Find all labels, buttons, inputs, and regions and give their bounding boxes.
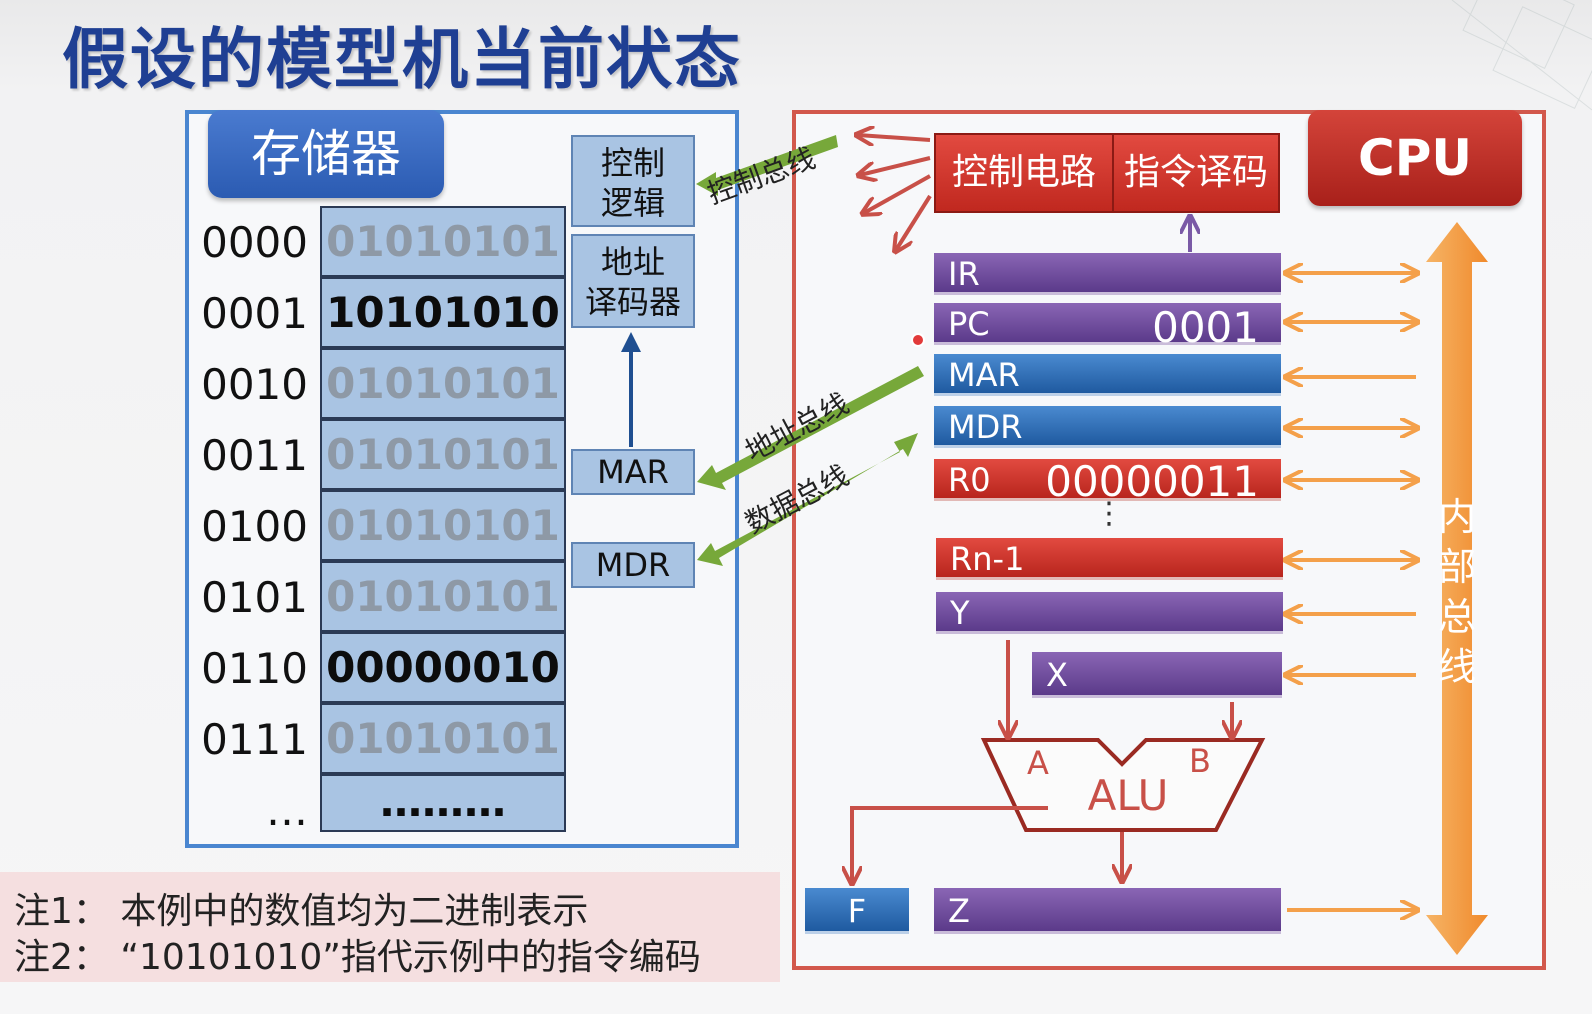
memory-cell: 01010101 — [320, 206, 566, 277]
internal-bus-label-3: 总 — [1438, 595, 1476, 639]
control-signal-arrows — [858, 135, 932, 250]
register-r0: R0 00000011 — [934, 457, 1281, 506]
alu-datapath-arrows — [852, 640, 1232, 882]
memory-cell: 00000010 — [320, 632, 566, 703]
memory-cell: 01010101 — [320, 703, 566, 774]
memory-address: 0111 — [201, 715, 308, 764]
address-decoder-line2: 译码器 — [584, 283, 681, 321]
register-x-name: X — [1046, 656, 1068, 694]
internal-bus-label-1: 内 — [1438, 495, 1476, 539]
register-ellipsis: ⋮ — [1094, 496, 1124, 531]
internal-bus-label-2: 部 — [1438, 545, 1476, 589]
address-decoder-line1: 地址 — [600, 243, 665, 281]
memory-cell: 01010101 — [320, 348, 566, 419]
register-x: X — [1032, 652, 1282, 698]
register-r0-name: R0 — [948, 461, 991, 499]
register-rn-1: Rn-1 — [936, 538, 1283, 580]
address-bus-label: 地址总线 — [740, 386, 854, 468]
register-pc-name: PC — [948, 305, 990, 343]
register-mar: MAR — [934, 354, 1281, 396]
control-bus-arrow — [696, 135, 838, 196]
internal-bus — [1426, 222, 1488, 955]
memory-address: 0001 — [201, 289, 308, 338]
decorative-corner-graphic — [1451, 0, 1592, 111]
alu-input-a-label: A — [1027, 744, 1049, 782]
data-bus-arrow — [697, 433, 918, 566]
register-ir-name: IR — [948, 255, 980, 293]
memory-mar-box: MAR — [571, 449, 695, 495]
memory-address: 0101 — [201, 573, 308, 622]
data-bus-label: 数据总线 — [740, 458, 854, 540]
internal-bus-label-4: 线 — [1438, 645, 1476, 689]
register-pc: PC 0001 — [934, 303, 1281, 349]
register-z: Z — [934, 888, 1281, 934]
memory-cell: 10101010 — [320, 277, 566, 348]
memory-mdr-box: MDR — [571, 542, 695, 588]
pointer-dot — [911, 333, 925, 347]
register-y: Y — [936, 592, 1283, 634]
control-bus-label: 控制总线 — [703, 141, 820, 210]
register-y-name: Y — [950, 594, 970, 632]
control-logic-line2: 逻辑 — [600, 184, 665, 222]
cpu-label: CPU — [1308, 110, 1522, 206]
note-1: 注1： 本例中的数值均为二进制表示 — [14, 891, 589, 932]
memory-cell: 01010101 — [320, 419, 566, 490]
memory-cell: 01010101 — [320, 561, 566, 632]
memory-cell: ……… — [320, 774, 566, 832]
memory-address: 0011 — [201, 431, 308, 480]
notes-panel: 注1： 本例中的数值均为二进制表示 注2： “10101010”指代示例中的指令… — [0, 872, 780, 982]
memory-address: 0110 — [201, 644, 308, 693]
page-title: 假设的模型机当前状态 — [62, 21, 742, 98]
instruction-decode-box: 指令译码 — [1112, 133, 1280, 213]
register-ir: IR — [934, 253, 1281, 295]
control-logic-box: 控制 逻辑 — [571, 135, 695, 227]
register-pc-value: 0001 — [1152, 303, 1259, 352]
memory-address: 0100 — [201, 502, 308, 551]
memory-label: 存储器 — [208, 110, 444, 198]
alu-unit — [980, 738, 1266, 832]
register-bus-arrows — [1287, 273, 1416, 910]
register-z-name: Z — [948, 892, 970, 930]
control-circuit-box: 控制电路 — [934, 133, 1114, 213]
flag-register-f: F — [805, 888, 909, 934]
memory-cell: 01010101 — [320, 490, 566, 561]
address-bus-arrow — [697, 366, 924, 490]
alu-input-b-label: B — [1189, 742, 1211, 780]
memory-address: 0010 — [201, 360, 308, 409]
register-mdr: MDR — [934, 406, 1281, 448]
register-r0-value: 00000011 — [1045, 457, 1259, 506]
control-logic-line1: 控制 — [600, 144, 665, 182]
alu-label: ALU — [1088, 771, 1169, 820]
register-rn-1-name: Rn-1 — [950, 540, 1025, 578]
memory-address: 0000 — [201, 218, 308, 267]
address-decoder-box: 地址 译码器 — [571, 234, 695, 328]
register-mar-name: MAR — [948, 356, 1020, 394]
register-mdr-name: MDR — [948, 408, 1023, 446]
note-2: 注2： “10101010”指代示例中的指令编码 — [14, 937, 701, 978]
memory-address: … — [266, 786, 308, 835]
